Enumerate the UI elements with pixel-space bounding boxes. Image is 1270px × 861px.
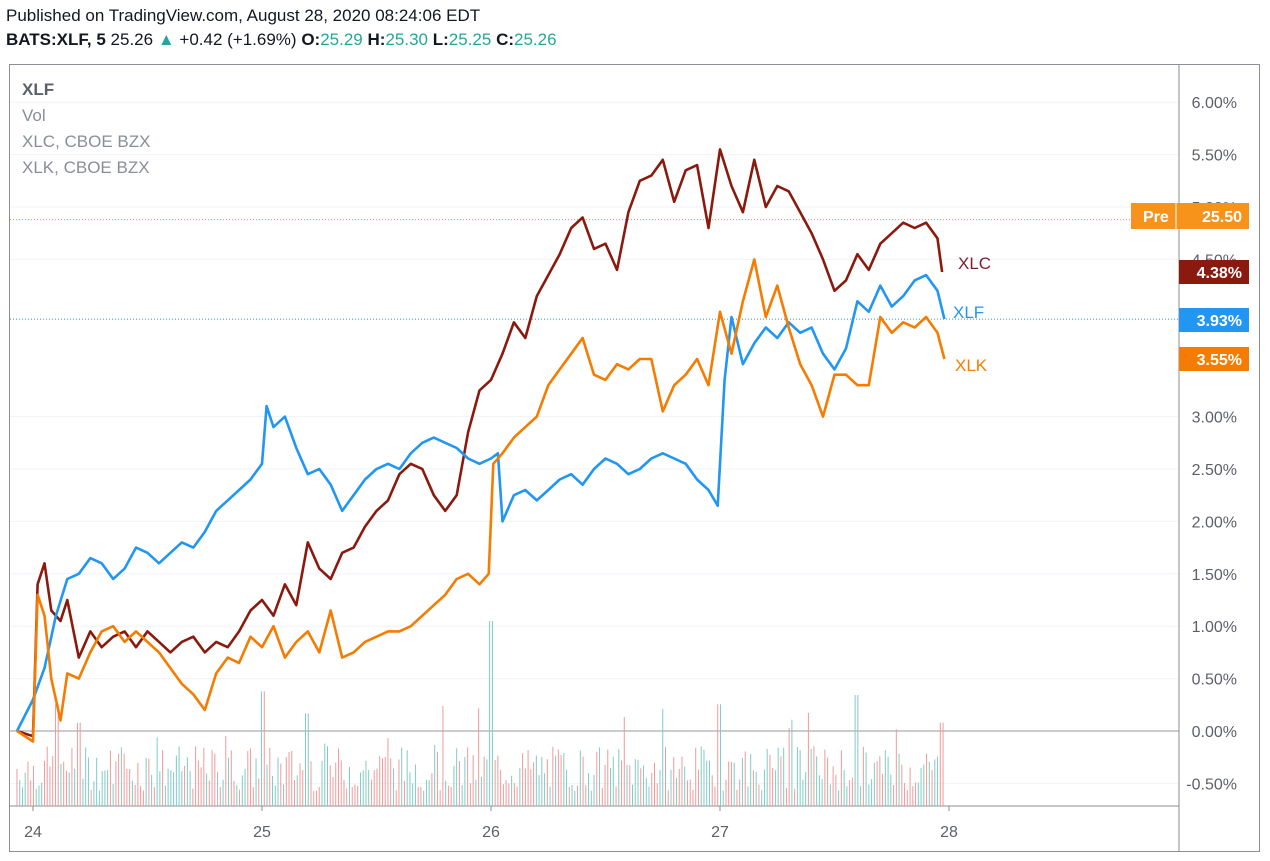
y-tick-label: 6.00% — [1192, 95, 1237, 112]
x-tick-label: 26 — [482, 824, 500, 841]
axis-badge — [1179, 347, 1249, 371]
axis-badge-label: 4.38% — [1197, 265, 1242, 282]
chart-header: Published on TradingView.com, August 28,… — [6, 4, 557, 52]
legend-main-symbol[interactable]: XLF — [22, 80, 55, 99]
series-end-name: XLC — [958, 254, 991, 273]
high-label: H: — [367, 30, 386, 49]
open-value: 25.29 — [320, 30, 363, 49]
high-value: 25.30 — [385, 30, 428, 49]
series-end-name: XLK — [955, 356, 988, 375]
ohlc-readout: BATS:XLF, 5 25.26 ▲ +0.42 (+1.69%) O:25.… — [6, 28, 557, 52]
y-tick-label: 3.00% — [1192, 410, 1237, 427]
triangle-up-icon: ▲ — [157, 30, 175, 49]
price-change: +0.42 (+1.69%) — [179, 30, 297, 49]
legend-volume[interactable]: Vol — [22, 106, 46, 125]
volume-bars — [16, 621, 944, 806]
low-value: 25.25 — [448, 30, 492, 49]
y-tick-label: -0.50% — [1186, 776, 1237, 793]
y-tick-label: 1.50% — [1192, 567, 1237, 584]
close-value: 25.26 — [514, 30, 557, 49]
axis-badge-label: 3.93% — [1197, 313, 1242, 330]
pre-market-badge — [1131, 203, 1249, 229]
pre-market-value: 25.50 — [1202, 209, 1242, 226]
chart-frame[interactable] — [9, 64, 1260, 852]
open-label: O: — [301, 30, 321, 49]
x-tick-label: 28 — [940, 824, 958, 841]
y-tick-label: 2.50% — [1192, 462, 1237, 479]
x-tick-label: 27 — [711, 824, 729, 841]
series-legend: XLF Vol XLC, CBOE BZX XLK, CBOE BZX — [22, 77, 150, 181]
symbol-label[interactable]: BATS:XLF, 5 — [6, 30, 106, 49]
published-note: Published on TradingView.com, August 28,… — [6, 6, 481, 25]
pre-market-label: Pre — [1143, 209, 1169, 226]
axis-badge-label: 3.55% — [1197, 352, 1242, 369]
last-price: 25.26 — [110, 30, 154, 49]
axis-badge — [1179, 260, 1249, 284]
axis-badge — [1179, 308, 1249, 332]
y-tick-label: 2.00% — [1192, 514, 1237, 531]
series-line-xlk — [16, 258, 946, 743]
series-line-xlc — [16, 148, 944, 738]
x-tick-label: 24 — [24, 824, 42, 841]
close-label: C: — [496, 30, 515, 49]
series-end-name: XLF — [953, 303, 984, 322]
low-label: L: — [432, 30, 449, 49]
y-tick-label: 0.50% — [1192, 672, 1237, 689]
y-tick-label: 5.50% — [1192, 148, 1237, 165]
legend-xlk[interactable]: XLK, CBOE BZX — [22, 158, 150, 177]
series-line-xlf — [15, 273, 946, 732]
legend-xlc[interactable]: XLC, CBOE BZX — [22, 132, 151, 151]
y-tick-label: 1.00% — [1192, 619, 1237, 636]
y-tick-label: 0.00% — [1192, 724, 1237, 741]
x-tick-label: 25 — [253, 824, 271, 841]
